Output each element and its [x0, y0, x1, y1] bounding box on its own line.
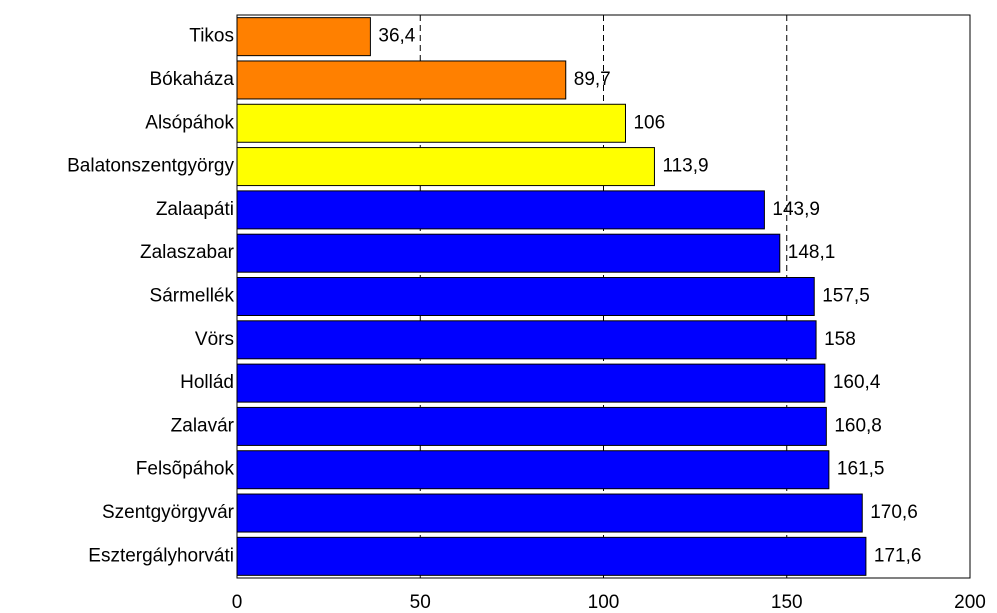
- value-label: 106: [633, 112, 665, 133]
- x-tick-label: 0: [232, 592, 243, 613]
- value-label: 143,9: [772, 199, 820, 220]
- x-tick-label: 150: [771, 592, 803, 613]
- y-tick-label: Hollád: [180, 372, 234, 393]
- x-tick-label: 200: [954, 592, 986, 613]
- bar: [236, 147, 655, 187]
- y-tick-label: Bókaháza: [149, 69, 234, 90]
- bar: [236, 450, 830, 490]
- y-tick-label: Tikos: [189, 26, 234, 47]
- bar: [236, 277, 815, 316]
- y-tick-label: Felsõpáhok: [136, 459, 235, 480]
- value-label: 171,6: [874, 545, 922, 566]
- value-label: 89,7: [574, 69, 611, 90]
- x-tick-label: 50: [410, 592, 431, 613]
- bar: [236, 363, 826, 403]
- y-tick-label: Zalavár: [171, 415, 235, 436]
- bar: [236, 60, 567, 100]
- y-tick-label: Zalaapáti: [156, 199, 234, 220]
- y-tick-label: Alsópáhok: [145, 112, 234, 133]
- value-label: 36,4: [378, 26, 415, 47]
- y-tick-label: Esztergályhorváti: [88, 545, 234, 566]
- bar: [236, 493, 863, 533]
- bar: [236, 190, 765, 230]
- bar: [236, 103, 626, 143]
- plot-frame: [236, 14, 971, 579]
- value-label: 157,5: [822, 286, 870, 307]
- bar: [236, 320, 817, 360]
- value-label: 160,8: [834, 415, 882, 436]
- x-tick-label: 100: [588, 592, 620, 613]
- value-label: 113,9: [662, 156, 708, 177]
- value-label: 161,5: [837, 459, 885, 480]
- bar: [236, 17, 371, 57]
- value-label: 158: [824, 329, 856, 350]
- bar: [236, 536, 867, 576]
- y-tick-label: Zalaszabar: [140, 242, 235, 263]
- y-tick-label: Sármellék: [150, 286, 235, 307]
- bar: [236, 406, 827, 446]
- bar: [236, 233, 781, 273]
- value-label: 160,4: [833, 372, 881, 393]
- y-tick-label: Balatonszentgyörgy: [67, 156, 234, 177]
- y-tick-label: Szentgyörgyvár: [102, 502, 235, 523]
- value-label: 148,1: [788, 242, 836, 263]
- y-tick-label: Vörs: [195, 329, 234, 350]
- value-label: 170,6: [870, 502, 918, 523]
